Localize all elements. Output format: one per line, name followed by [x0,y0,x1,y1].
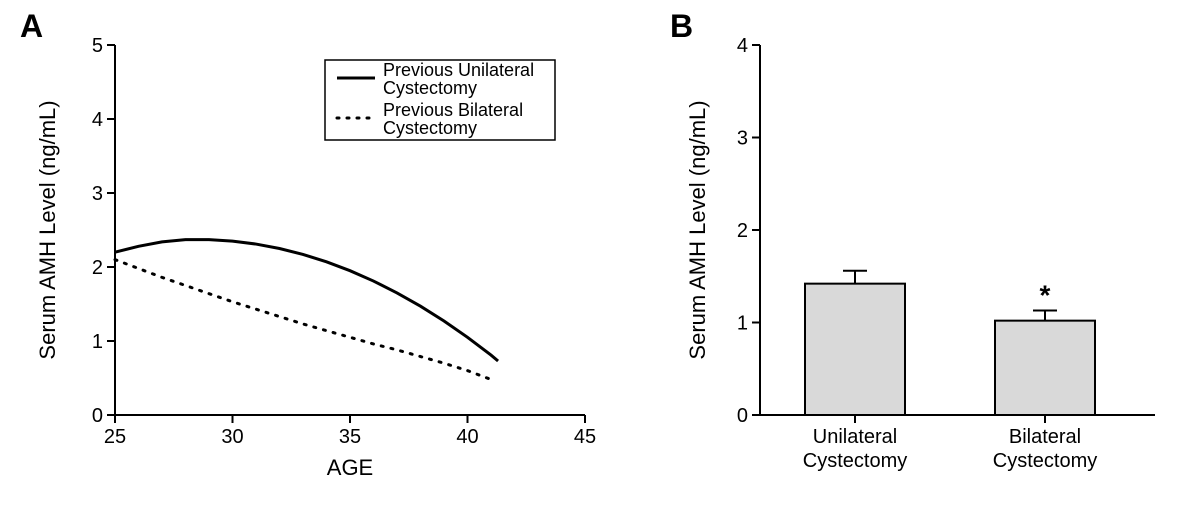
x-tick-label: 45 [574,426,596,448]
panel-b-letter: B [670,8,693,45]
x-tick-label: 30 [221,426,243,448]
y-tick-label: 3 [737,128,748,150]
panel-b: B 01234Serum AMH Level (ng/mL)Unilateral… [660,0,1200,510]
legend-label: Cystectomy [383,118,477,138]
legend-label: Previous Bilateral [383,100,523,120]
panel-a-letter: A [20,8,43,45]
y-tick-label: 2 [92,257,103,279]
y-tick-label: 2 [737,220,748,242]
bar-label: Cystectomy [993,450,1097,472]
figure-container: A 0123452530354045AGESerum AMH Level (ng… [0,0,1200,510]
y-tick-label: 3 [92,183,103,205]
x-tick-label: 40 [456,426,478,448]
x-tick-label: 35 [339,426,361,448]
y-tick-label: 0 [737,405,748,427]
bar-label: Unilateral [813,426,897,448]
y-tick-label: 1 [737,313,748,335]
bar-label: Bilateral [1009,426,1081,448]
y-axis-title: Serum AMH Level (ng/mL) [35,100,60,359]
y-tick-label: 0 [92,405,103,427]
bar-label: Cystectomy [803,450,907,472]
legend-label: Cystectomy [383,78,477,98]
bar [805,284,905,415]
panel-b-chart: 01234Serum AMH Level (ng/mL)UnilateralCy… [660,0,1200,510]
y-tick-label: 5 [92,35,103,57]
y-tick-label: 4 [737,35,748,57]
significance-star: * [1040,279,1051,310]
y-tick-label: 4 [92,109,103,131]
bar [995,321,1095,415]
series-line [115,240,498,361]
x-axis-title: AGE [327,455,373,480]
x-tick-label: 25 [104,426,126,448]
y-axis-title: Serum AMH Level (ng/mL) [685,100,710,359]
legend-label: Previous Unilateral [383,60,534,80]
series-line [115,260,491,380]
panel-a-chart: 0123452530354045AGESerum AMH Level (ng/m… [0,0,660,510]
y-tick-label: 1 [92,331,103,353]
panel-a: A 0123452530354045AGESerum AMH Level (ng… [0,0,660,510]
